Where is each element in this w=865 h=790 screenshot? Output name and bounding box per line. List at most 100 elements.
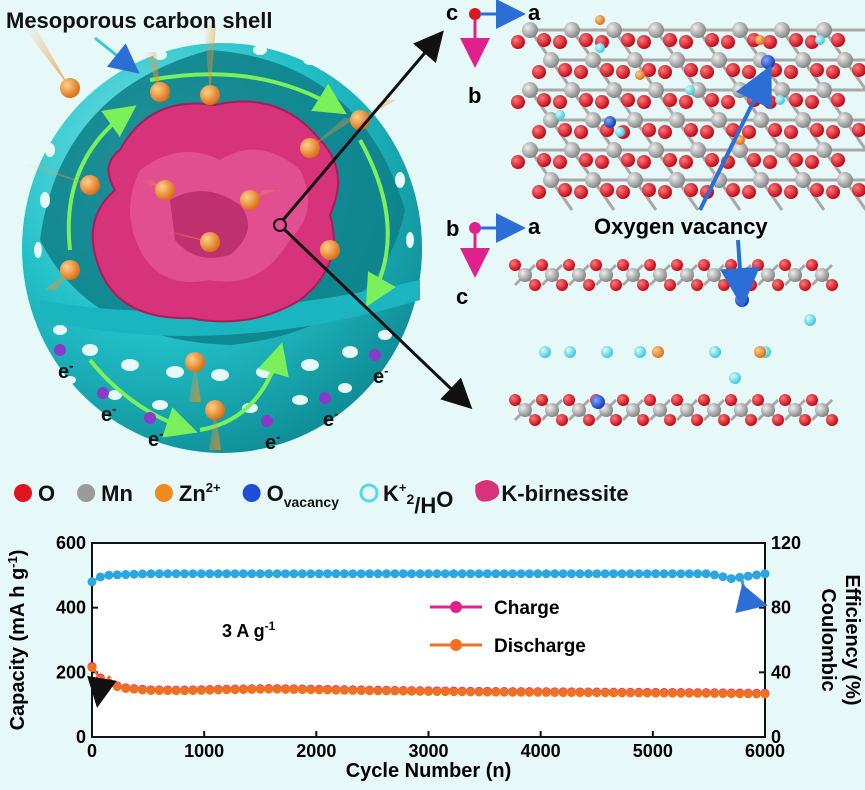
series-1-point-14 bbox=[205, 685, 215, 695]
upper-layer-mn-atom bbox=[815, 268, 829, 282]
o-atom bbox=[700, 65, 714, 79]
lower-layer-mn-atom bbox=[626, 403, 640, 417]
zinc-ions bbox=[24, 25, 396, 450]
mn-atom bbox=[606, 22, 622, 38]
upper-layer-o-atom bbox=[698, 259, 710, 271]
pore-10 bbox=[108, 390, 122, 400]
pore-13 bbox=[292, 395, 308, 405]
mn-atom bbox=[690, 82, 706, 98]
mn-atom bbox=[837, 112, 853, 128]
upper-layer-o-atom bbox=[725, 259, 737, 271]
series-1-point-42 bbox=[440, 687, 450, 697]
o-atom bbox=[789, 153, 803, 167]
upper-layer-o-atom bbox=[590, 259, 602, 271]
series-1-point-43 bbox=[449, 687, 459, 697]
chart-legend-label-1: Discharge bbox=[494, 636, 586, 657]
oxygen-vacancy-top bbox=[761, 55, 775, 69]
mn-atom bbox=[732, 22, 748, 38]
y-axis-label: Capacity (mA h g-1) bbox=[5, 550, 29, 731]
pore-18 bbox=[395, 172, 405, 188]
o-atom bbox=[721, 95, 735, 109]
upper-layer-mn-atom bbox=[572, 268, 586, 282]
o-atom bbox=[826, 125, 840, 139]
series-2-point-21 bbox=[264, 569, 274, 579]
mn-atom bbox=[816, 82, 832, 98]
series-1-point-5 bbox=[129, 684, 139, 694]
series-2-point-60 bbox=[592, 569, 602, 579]
x-tick-label-6: 6000 bbox=[745, 741, 785, 761]
legend-dot-icon-0 bbox=[14, 484, 32, 502]
o-atom bbox=[553, 95, 567, 109]
lower-layer-o-atom bbox=[529, 414, 541, 426]
zn-ion-12 bbox=[240, 190, 260, 210]
series-2-point-31 bbox=[348, 569, 358, 579]
upper-layer-o-atom bbox=[509, 259, 521, 271]
series-2-point-68 bbox=[659, 569, 669, 579]
series-1-point-8 bbox=[154, 686, 164, 696]
o-atom bbox=[705, 93, 719, 107]
lower-layer-mn-atom bbox=[761, 403, 775, 417]
zn-interlayer-1 bbox=[754, 346, 766, 358]
upper-layer-o-atom bbox=[691, 279, 703, 291]
upper-layer-o-atom bbox=[583, 279, 595, 291]
mn-atom bbox=[795, 112, 811, 128]
mn-atom bbox=[522, 82, 538, 98]
lower-layer-o-atom bbox=[563, 394, 575, 406]
upper-layer-mn-atom bbox=[788, 268, 802, 282]
series-1-point-9 bbox=[163, 686, 173, 696]
series-1-point-54 bbox=[541, 687, 551, 697]
series-2-point-37 bbox=[398, 569, 408, 579]
o-atom bbox=[579, 153, 593, 167]
legend-label-3: Ovacancy bbox=[267, 481, 340, 510]
series-1-point-22 bbox=[272, 684, 282, 694]
series-2-point-36 bbox=[390, 569, 400, 579]
series-1-point-11 bbox=[180, 686, 190, 696]
zoom-line-top bbox=[281, 30, 444, 221]
series-1-point-76 bbox=[726, 689, 736, 699]
o-atom bbox=[784, 65, 798, 79]
o-atom bbox=[726, 63, 740, 77]
series-1-point-70 bbox=[676, 688, 686, 698]
series-1-point-34 bbox=[373, 686, 383, 696]
y-axis-label-tail: ) bbox=[7, 550, 29, 557]
o-atom bbox=[663, 93, 677, 107]
mn-atom bbox=[585, 112, 601, 128]
k-birnessite-icon bbox=[475, 480, 500, 502]
lower-layer-o-atom bbox=[779, 394, 791, 406]
mn-atom bbox=[774, 82, 790, 98]
upper-layer-o-atom bbox=[644, 259, 656, 271]
mn-atom bbox=[585, 172, 601, 188]
o-atom bbox=[600, 183, 614, 197]
upper-layer-o-atom bbox=[752, 259, 764, 271]
upper-layer-mn-atom bbox=[761, 268, 775, 282]
series-1-point-39 bbox=[415, 686, 425, 696]
o-atom bbox=[684, 63, 698, 77]
zn-ion-6 bbox=[155, 180, 175, 200]
series-1-point-6 bbox=[137, 685, 147, 695]
lower-layer-o-atom bbox=[637, 414, 649, 426]
mn-atom bbox=[522, 142, 538, 158]
x-tick-label-0: 0 bbox=[87, 741, 97, 761]
series-2-point-16 bbox=[222, 569, 232, 579]
upper-layer-mn-atom bbox=[626, 268, 640, 282]
lower-layer-o-atom bbox=[826, 414, 838, 426]
o-atom bbox=[721, 35, 735, 49]
series-1-point-25 bbox=[297, 685, 307, 695]
pore-2 bbox=[121, 359, 139, 371]
o-atom bbox=[742, 65, 756, 79]
x-tick-label-1: 1000 bbox=[184, 741, 224, 761]
series-1-point-68 bbox=[659, 688, 669, 698]
mn-atom bbox=[543, 172, 559, 188]
legend-label-4: K+2/HO bbox=[383, 480, 453, 518]
y-tick-label-0: 0 bbox=[76, 727, 86, 747]
k-ion-0 bbox=[595, 43, 605, 53]
upper-layer-o-atom bbox=[617, 259, 629, 271]
o-atom bbox=[784, 185, 798, 199]
shell-label-pointer bbox=[94, 36, 140, 74]
series-2-point-62 bbox=[609, 569, 619, 579]
series-2-point-32 bbox=[356, 569, 366, 579]
series-2-point-20 bbox=[255, 569, 265, 579]
series-1-point-57 bbox=[567, 688, 577, 698]
series-1-point-56 bbox=[558, 688, 568, 698]
